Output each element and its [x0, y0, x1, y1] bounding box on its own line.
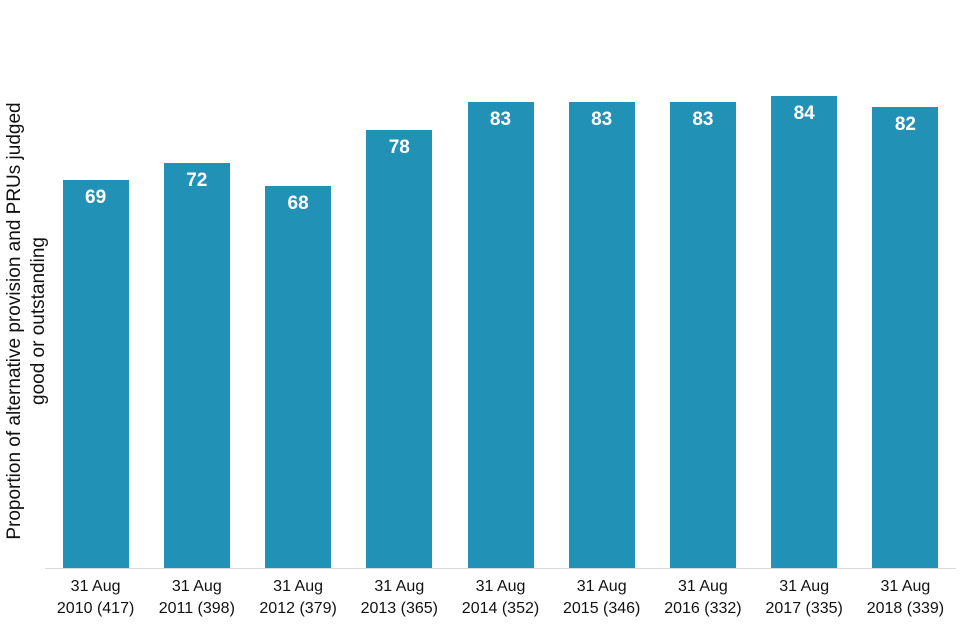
bar-value-label: 83 [489, 108, 512, 130]
y-axis-title-line1: Proportion of alternative provision and … [4, 102, 25, 540]
x-axis-label-line1: 31 Aug [273, 578, 324, 595]
bar: 84 [771, 95, 838, 568]
x-axis-label: 31 Aug 2010 (417) [57, 576, 134, 620]
x-axis: 31 Aug 2010 (417) 31 Aug 2011 (398) 31 Aug 20… [45, 576, 956, 626]
bar-value-label: 78 [388, 136, 410, 158]
x-axis-label-line2: 2012 (379) [259, 600, 337, 617]
bar-value-label: 83 [692, 108, 714, 130]
x-axis-label-line2: 2018 (339) [866, 600, 945, 617]
bar-value-label: 72 [186, 170, 208, 192]
bar-value-label: 68 [287, 192, 309, 214]
x-axis-label: 31 Aug 2018 (339) [867, 576, 944, 620]
x-axis-label-line2: 2011 (398) [158, 600, 235, 617]
bar-value-label: 84 [793, 102, 815, 124]
x-axis-label: 31 Aug 2011 (398) [159, 576, 235, 620]
x-axis-label-line1: 31 Aug [576, 578, 627, 595]
plot-area: 69 72 68 78 83 83 83 84 82 [45, 6, 956, 569]
x-axis-label-line1: 31 Aug [475, 578, 526, 595]
x-axis-label-line1: 31 Aug [70, 578, 121, 595]
bar-value-label: 82 [894, 114, 916, 136]
x-axis-label-line1: 31 Aug [374, 578, 425, 595]
x-axis-label: 31 Aug 2012 (379) [259, 576, 336, 620]
bar: 83 [669, 101, 736, 568]
bar-value-label: 83 [591, 108, 613, 130]
x-axis-label-line1: 31 Aug [779, 578, 830, 595]
y-axis-title: Proportion of alternative provision and … [3, 81, 51, 561]
x-axis-label-line2: 2010 (417) [56, 600, 135, 617]
x-axis-label: 31 Aug 2014 (352) [462, 576, 539, 620]
x-axis-label-line2: 2013 (365) [360, 600, 438, 617]
x-axis-label-line1: 31 Aug [171, 578, 222, 595]
x-axis-label: 31 Aug 2013 (365) [361, 576, 438, 620]
bar-value-label: 69 [85, 187, 107, 209]
x-axis-label-line2: 2016 (332) [664, 600, 742, 617]
bar: 69 [62, 180, 129, 568]
x-axis-label-line2: 2017 (335) [765, 600, 843, 617]
bar: 83 [568, 101, 635, 568]
bar: 83 [467, 101, 534, 568]
x-axis-label-line1: 31 Aug [880, 578, 931, 595]
bar: 72 [163, 163, 230, 568]
x-axis-label-line1: 31 Aug [677, 578, 728, 595]
x-axis-label-line2: 2015 (346) [562, 600, 641, 617]
bar: 78 [366, 129, 433, 568]
x-axis-label: 31 Aug 2017 (335) [765, 576, 842, 620]
bar: 82 [872, 107, 939, 568]
x-axis-label-line2: 2014 (352) [461, 600, 540, 617]
x-axis-label: 31 Aug 2016 (332) [664, 576, 741, 620]
bar: 68 [265, 185, 332, 568]
x-axis-label: 31 Aug 2015 (346) [563, 576, 640, 620]
